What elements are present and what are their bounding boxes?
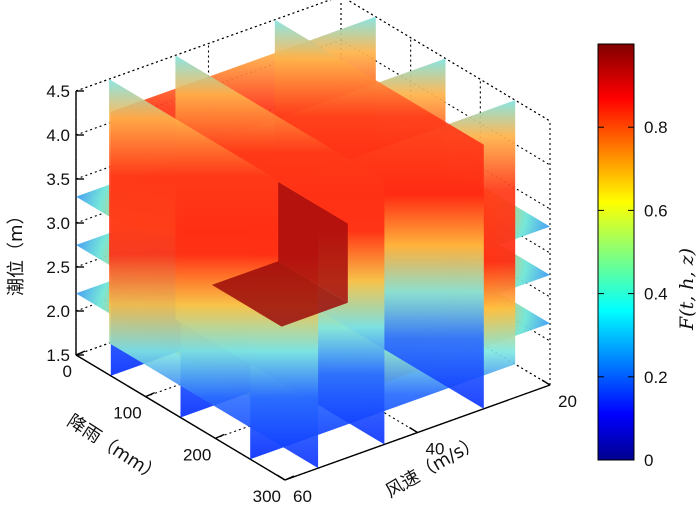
x-tick-mark (276, 474, 286, 481)
z-tick-label: 2.0 (46, 302, 70, 321)
x-tick-mark (541, 379, 551, 386)
core-region (211, 261, 348, 327)
z-tick-label: 2.5 (46, 258, 70, 277)
x-tick-label: 60 (293, 487, 312, 506)
y-tick-label: 200 (183, 445, 211, 464)
x-tick-label: 20 (558, 392, 577, 411)
y-tick-mark (284, 475, 295, 481)
y-tick-mark (75, 350, 86, 356)
colorbar-ticks: 0 0.2 0.4 0.6 0.8 (598, 118, 668, 470)
y-tick-label: 0 (63, 362, 72, 381)
colorbar-label: F(t, h, z) (676, 248, 698, 331)
colorbar-tick-label: 0.6 (644, 201, 668, 220)
x-tick-mark (409, 426, 418, 434)
grid-line (75, 0, 332, 92)
colorbar-tick-label: 0.4 (644, 285, 668, 304)
x-axis-ticks: 20 40 60 (293, 392, 577, 506)
colorbar-tick-label: 0.8 (644, 118, 668, 137)
z-tick-label: 4.0 (46, 126, 70, 145)
z-axis-ticks: 1.5 2.0 2.5 3.0 3.5 4.0 4.5 (46, 82, 70, 365)
y-axis-ticks: 0 100 200 300 (63, 362, 281, 506)
wind-slice (109, 79, 319, 469)
y-tick-mark (215, 433, 225, 439)
z-tick-label: 3.5 (46, 170, 70, 189)
z-axis-label: 潮位（m） (6, 206, 27, 296)
y-tick-label: 100 (113, 404, 141, 423)
y-tick-label: 300 (253, 487, 281, 506)
y-tick-mark (145, 392, 155, 398)
core-region (278, 182, 348, 303)
z-tick-label: 1.5 (46, 346, 70, 365)
z-tick-label: 4.5 (46, 82, 70, 101)
colorbar-tick-label: 0 (644, 451, 653, 470)
colorbar (597, 43, 635, 461)
x-tick-label: 40 (426, 440, 445, 459)
z-tick-label: 3.0 (46, 214, 70, 233)
colorbar-tick-label: 0.2 (644, 368, 668, 387)
slice-planes (76, 16, 550, 469)
